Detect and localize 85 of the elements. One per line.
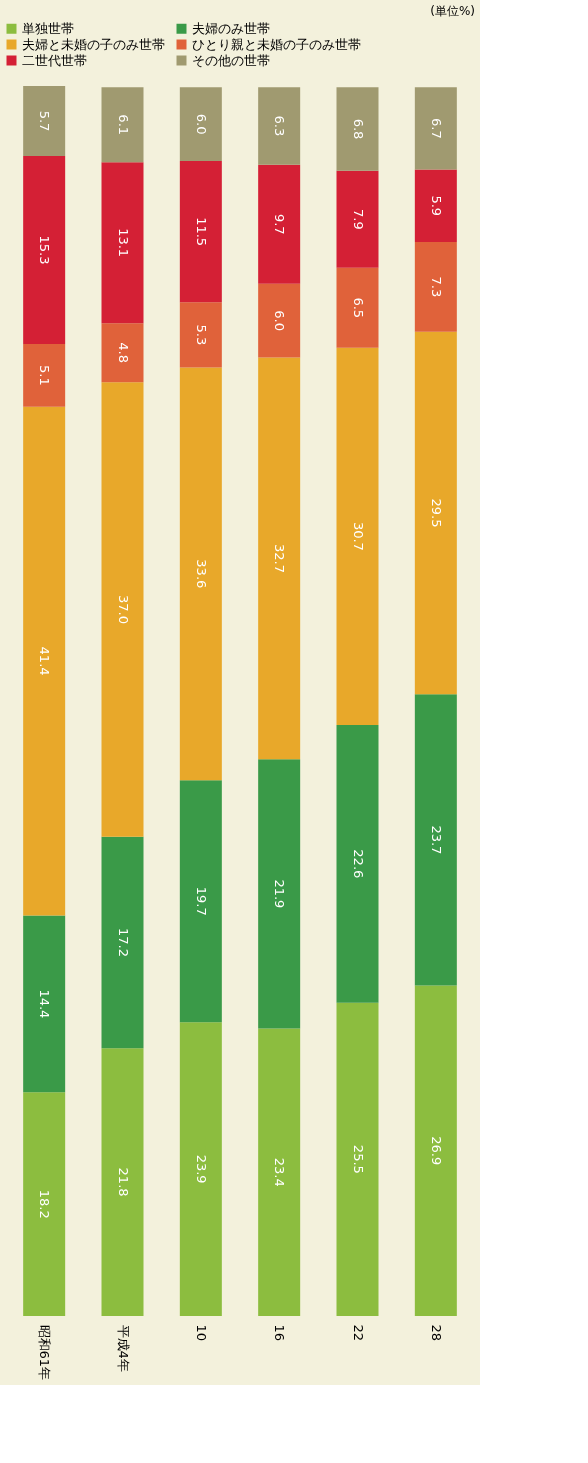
- data-label: 19.7: [193, 886, 209, 916]
- bar: [23, 156, 66, 345]
- x-tick-label: 昭和61年: [37, 1324, 53, 1381]
- data-label: 7.3: [428, 276, 444, 298]
- bar: [23, 406, 66, 916]
- bar: [336, 724, 379, 1003]
- bar: [23, 915, 66, 1093]
- data-label: 5.7: [37, 110, 53, 132]
- data-label: 6.7: [428, 118, 444, 139]
- bar: [258, 87, 301, 165]
- bar: [336, 87, 379, 171]
- legend-label: 夫婦のみ世帯: [192, 20, 270, 36]
- bar: [414, 694, 457, 986]
- data-label: 14.4: [37, 989, 53, 1019]
- bar: [258, 1028, 301, 1316]
- data-label: 6.8: [350, 118, 366, 140]
- bar: [101, 382, 144, 837]
- data-label: 23.4: [272, 1157, 288, 1187]
- data-label: 5.1: [37, 365, 53, 386]
- bar: [179, 87, 222, 161]
- data-label: 37.0: [115, 594, 131, 624]
- legend-label: ひとり親と未婚の子のみ世帯: [192, 36, 361, 52]
- bar: [336, 170, 379, 268]
- bar: [179, 1022, 222, 1316]
- bar: [179, 367, 222, 781]
- data-label: 7.9: [350, 208, 366, 230]
- data-label: 26.9: [428, 1136, 444, 1166]
- data-label: 4.8: [115, 342, 131, 363]
- data-label: 5.3: [193, 324, 209, 346]
- bar: [336, 1002, 379, 1316]
- bar: [414, 169, 457, 243]
- text: (単位%): [430, 4, 475, 18]
- bar: [179, 302, 222, 368]
- data-label: 17.2: [115, 927, 131, 957]
- data-label: 22.6: [350, 849, 366, 879]
- data-label: 29.5: [428, 498, 444, 528]
- bar: [336, 347, 379, 725]
- bar: [414, 87, 457, 170]
- data-label: 32.7: [272, 543, 288, 573]
- bar: [258, 164, 301, 284]
- data-label: 6.5: [350, 297, 366, 319]
- bar: [179, 160, 222, 303]
- bar: [414, 242, 457, 332]
- legend-label: 二世代世帯: [22, 52, 87, 68]
- bar: [258, 759, 301, 1029]
- data-label: 9.7: [272, 213, 288, 235]
- x-tick-label: 22: [350, 1324, 366, 1342]
- bar: [101, 836, 144, 1049]
- data-label: 41.4: [37, 646, 53, 676]
- data-label: 15.3: [37, 235, 53, 265]
- data-label: 6.0: [193, 113, 209, 135]
- bar: [101, 1048, 144, 1316]
- legend-label: 夫婦と未婚の子のみ世帯: [22, 36, 165, 52]
- data-label: 6.1: [115, 114, 131, 136]
- bar: [101, 323, 144, 383]
- data-label: 30.7: [350, 521, 366, 551]
- bar: [101, 87, 144, 163]
- data-label: 18.2: [37, 1189, 53, 1219]
- data-label: 21.8: [115, 1167, 131, 1197]
- x-tick-label: 28: [428, 1324, 444, 1342]
- bar: [23, 1092, 66, 1316]
- legend-label: 単独世帯: [22, 20, 74, 36]
- bar: [23, 344, 66, 407]
- data-label: 6.0: [272, 310, 288, 332]
- bar: [258, 357, 301, 760]
- bar: [258, 283, 301, 358]
- data-label: 21.9: [272, 879, 288, 909]
- data-label: 33.6: [193, 559, 209, 589]
- data-label: 11.5: [193, 217, 209, 247]
- bar: [23, 86, 66, 157]
- bar: [101, 162, 144, 324]
- bar: [179, 780, 222, 1023]
- data-label: 25.5: [350, 1144, 366, 1174]
- x-tick-label: 10: [193, 1324, 209, 1342]
- data-label: 13.1: [115, 228, 131, 258]
- bar: [336, 267, 379, 348]
- data-label: 23.7: [428, 825, 444, 855]
- legend-label: その他の世帯: [192, 52, 270, 68]
- x-tick-label: 16: [272, 1324, 288, 1342]
- data-label: 6.3: [272, 115, 288, 137]
- bar: [414, 331, 457, 695]
- x-tick-label: 平成4年: [115, 1324, 131, 1372]
- data-label: 23.9: [193, 1154, 209, 1184]
- data-label: 5.9: [428, 195, 444, 217]
- bar: [414, 985, 457, 1316]
